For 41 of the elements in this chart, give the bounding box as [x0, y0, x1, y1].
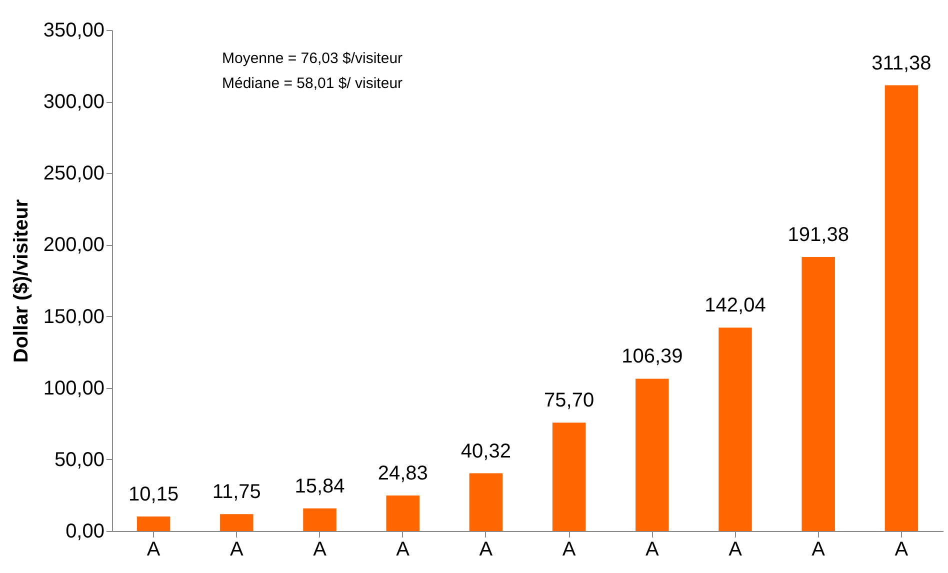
y-tick-label: 0,00 [66, 520, 104, 542]
y-tick-label: 200,00 [43, 234, 104, 256]
data-label: 40,32 [460, 440, 511, 462]
data-label: 15,84 [294, 475, 345, 498]
x-tick-label: A [396, 538, 410, 560]
x-tick-label: A [313, 538, 328, 560]
data-label: 11,75 [212, 481, 261, 504]
x-tick-label: A [728, 538, 743, 560]
bar [552, 422, 586, 531]
annotation: Médiane = 58,01 $/ visiteur [222, 75, 403, 92]
data-label: 191,38 [788, 224, 849, 246]
bar [136, 516, 170, 531]
x-tick-label: A [812, 538, 826, 560]
y-axis-title: Dollar ($)/visiteur [10, 199, 32, 363]
x-tick-label: A [479, 538, 494, 560]
bar [636, 378, 669, 531]
x-tick-label: A [894, 538, 909, 560]
y-tick-label: 150,00 [43, 306, 104, 328]
data-label: 24,83 [378, 462, 428, 484]
bar [386, 495, 420, 531]
annotation: Moyenne = 76,03 $/visiteur [222, 50, 403, 67]
y-tick-label: 50,00 [54, 448, 104, 471]
x-tick-label: A [230, 538, 244, 560]
bar [718, 328, 752, 531]
data-label: 142,04 [704, 294, 766, 317]
x-tick-label: A [645, 538, 660, 560]
bar [303, 508, 336, 531]
bar [802, 257, 835, 531]
bar [884, 85, 918, 531]
x-tick-label: A [146, 538, 161, 560]
data-label: 311,38 [872, 52, 932, 74]
data-label: 106,39 [622, 346, 683, 368]
x-tick-label: A [562, 538, 576, 560]
data-label: 75,70 [544, 390, 594, 412]
bar [469, 473, 503, 531]
y-tick-label: 250,00 [43, 162, 104, 185]
data-label: 10,15 [128, 483, 179, 506]
y-tick-label: 350,00 [43, 20, 104, 42]
y-tick-label: 300,00 [43, 91, 104, 114]
y-tick-label: 100,00 [43, 377, 104, 400]
bar [220, 514, 254, 531]
